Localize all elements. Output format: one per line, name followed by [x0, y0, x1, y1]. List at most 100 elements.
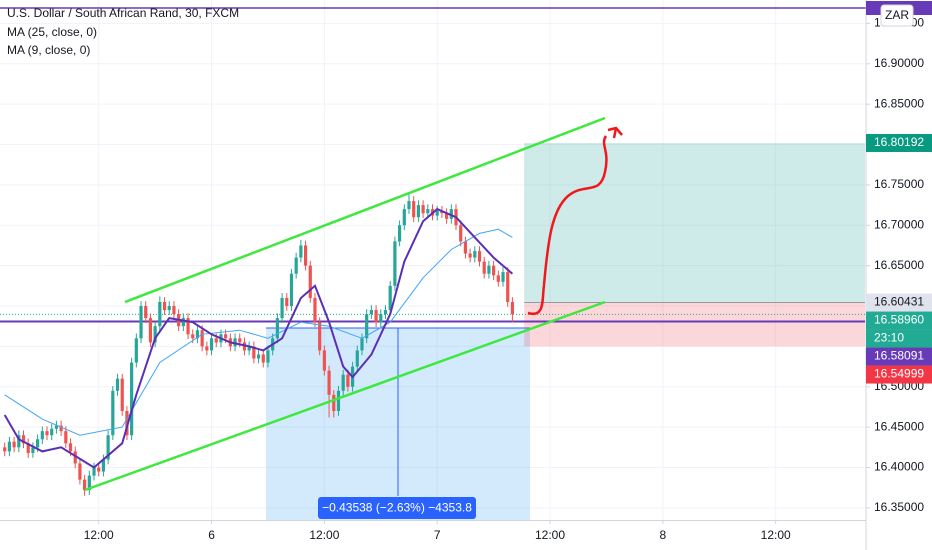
candle-body [191, 334, 195, 339]
currency-button-bg[interactable] [880, 4, 914, 27]
candle-body [205, 346, 209, 351]
price-label-bg [866, 133, 932, 152]
candle-body [101, 459, 106, 472]
candle-body [134, 338, 138, 363]
candle-body [224, 334, 228, 339]
candle-body [388, 285, 392, 311]
price-label: 16.58960 [874, 313, 924, 327]
candle-body [148, 318, 153, 343]
candle-body [45, 431, 49, 436]
price-label: 23:10 [874, 331, 904, 345]
currency-button-label[interactable]: ZAR [885, 8, 909, 22]
price-label-bg [866, 329, 932, 348]
candle-body [115, 378, 120, 391]
measure-label: −0.43538 (−2.63%) −4353.8 [322, 501, 472, 515]
candle-body [59, 425, 63, 432]
candle-body [308, 265, 312, 298]
series [3, 192, 515, 496]
candle-body [402, 209, 406, 226]
candle-body [369, 310, 373, 315]
candle-body [445, 213, 449, 219]
candle-body [318, 322, 322, 351]
price-label-bg [866, 311, 932, 330]
grid [0, 0, 865, 520]
candle-body [31, 447, 35, 453]
candle-body [247, 346, 251, 351]
target-zone [524, 142, 865, 303]
y-tick-label: 16.85000 [874, 96, 924, 110]
candle-body [172, 306, 176, 315]
y-tick-label: 16.75000 [874, 177, 924, 191]
candle-body [144, 306, 148, 319]
moving-average [3, 207, 514, 469]
candle-body [266, 350, 270, 363]
candle-body [36, 439, 40, 448]
candle-body [233, 338, 237, 347]
candle-body [426, 209, 430, 214]
candle-body [416, 205, 420, 218]
candle-body [12, 441, 16, 448]
y-tick-label: 16.70000 [874, 217, 924, 231]
candle-body [327, 370, 331, 395]
candle-body [87, 475, 91, 491]
legend: U.S. Dollar / South African Rand, 30, FX… [7, 6, 239, 57]
candle-body [7, 441, 12, 452]
candle-body [379, 314, 383, 323]
candle-body [50, 428, 54, 436]
candle-body [482, 261, 486, 274]
arrow [527, 135, 608, 316]
channel-line [84, 300, 606, 492]
candle-body [285, 297, 289, 307]
candle-body [322, 350, 326, 371]
candle-body [106, 435, 110, 460]
candle-body [506, 272, 510, 302]
candle-body [181, 318, 185, 327]
candle-body [365, 314, 369, 339]
candle-body [346, 374, 350, 387]
currency-button[interactable]: ZAR [880, 4, 914, 27]
candle-body [303, 245, 308, 266]
x-tick-label: 12:00 [761, 528, 791, 542]
x-tick-label: 12:00 [84, 528, 114, 542]
candle-body [200, 330, 204, 347]
candle-body [473, 251, 477, 258]
x-tick-label: 12:00 [535, 528, 565, 542]
x-tick-label: 6 [208, 528, 215, 542]
candle-body [341, 374, 345, 391]
time-axis-bg [0, 520, 866, 550]
y-tick-label: 16.65000 [874, 258, 924, 272]
candle-body [252, 346, 256, 359]
candle-body [92, 467, 96, 476]
price-label: 16.54999 [874, 367, 924, 381]
candle-body [492, 265, 496, 276]
candle-body [158, 301, 162, 327]
candle-body [289, 273, 294, 307]
candle-body [397, 225, 402, 242]
candle-body [275, 318, 279, 339]
candle-body [209, 338, 214, 351]
candle-body [332, 394, 336, 411]
arrow-head [607, 126, 623, 139]
channel-line [124, 116, 606, 304]
candle-body [468, 253, 472, 258]
candle-body [162, 301, 167, 311]
candle-body [501, 272, 505, 282]
candle-body [214, 338, 218, 343]
moving-average [4, 228, 513, 436]
price-label: 16.60431 [874, 295, 924, 309]
candle-body [186, 318, 190, 335]
candle-body [374, 310, 378, 323]
stop-zone [524, 302, 865, 347]
legend-entry: MA (9, close, 0) [7, 43, 90, 57]
x-tick-label: 8 [660, 528, 667, 542]
candle-body [153, 326, 157, 343]
candle-body [487, 265, 491, 274]
legend-title: U.S. Dollar / South African Rand, 30, FX… [7, 6, 239, 20]
candle-body [294, 257, 298, 274]
price-label-bg [866, 293, 932, 312]
candle-body [238, 338, 242, 343]
candle-body [313, 297, 317, 323]
